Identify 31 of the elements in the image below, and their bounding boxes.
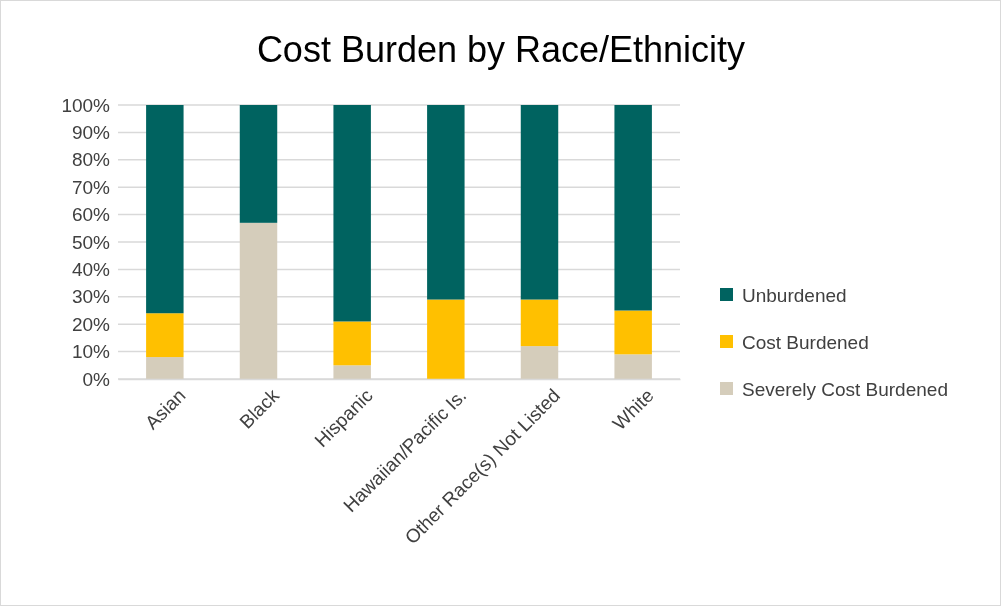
y-tick-label: 90% [71, 121, 111, 143]
y-tick-label: 60% [71, 204, 111, 226]
bar [427, 299, 465, 379]
legend-label: Cost Burdened [742, 331, 869, 353]
bar [520, 105, 559, 300]
y-tick-label: 70% [71, 176, 111, 198]
bar [146, 105, 184, 314]
bar [333, 365, 371, 379]
bar [614, 105, 652, 311]
legend-label: Unburdened [742, 284, 847, 306]
y-tick-label: 30% [71, 286, 111, 308]
y-tick-label: 40% [71, 258, 111, 280]
chart-title: Cost Burden by Race/Ethnicity [256, 29, 746, 70]
bar [239, 222, 278, 379]
y-tick-label: 50% [71, 231, 111, 253]
bar [614, 354, 652, 379]
bar [239, 105, 278, 223]
bar [146, 313, 184, 358]
bar [520, 346, 559, 379]
bar [520, 299, 559, 347]
bar [614, 310, 652, 355]
bar [427, 105, 465, 300]
bar [146, 357, 184, 379]
legend-label: Severely Cost Burdened [742, 378, 948, 400]
y-tick-label: 10% [71, 341, 111, 363]
y-tick-label: 100% [61, 94, 111, 116]
y-tick-label: 20% [71, 313, 111, 335]
bar [333, 321, 371, 366]
bar [333, 105, 371, 322]
y-tick-label: 0% [82, 368, 111, 390]
y-tick-label: 80% [71, 149, 111, 171]
